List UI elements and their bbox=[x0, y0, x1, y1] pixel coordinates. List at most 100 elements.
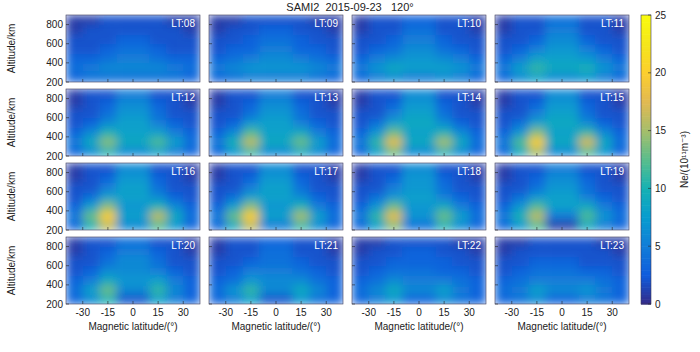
cell bbox=[436, 146, 453, 156]
x-tick bbox=[183, 153, 184, 156]
y-tick bbox=[209, 62, 212, 63]
cell bbox=[453, 220, 470, 230]
cell bbox=[512, 256, 529, 266]
cell bbox=[276, 275, 293, 285]
cell bbox=[259, 247, 276, 257]
cell bbox=[469, 220, 486, 230]
cell bbox=[209, 63, 226, 73]
x-tick-label: -15 bbox=[387, 307, 402, 318]
cell bbox=[545, 53, 562, 63]
cell bbox=[419, 127, 436, 137]
cell bbox=[209, 44, 226, 54]
cell bbox=[167, 275, 184, 285]
cell bbox=[116, 25, 133, 35]
cell bbox=[66, 127, 83, 137]
cell bbox=[596, 192, 613, 202]
cell bbox=[386, 182, 403, 192]
y-tick bbox=[352, 230, 355, 231]
cell bbox=[66, 247, 83, 257]
cell bbox=[419, 266, 436, 276]
cell bbox=[545, 34, 562, 44]
cell bbox=[612, 256, 629, 266]
cell bbox=[243, 285, 260, 295]
cell bbox=[512, 201, 529, 211]
cell bbox=[579, 44, 596, 54]
cell bbox=[512, 15, 529, 25]
cell bbox=[495, 146, 512, 156]
cell bbox=[83, 108, 100, 118]
cell bbox=[612, 108, 629, 118]
cell bbox=[529, 118, 546, 128]
cell bbox=[116, 285, 133, 295]
cell bbox=[562, 137, 579, 147]
cell bbox=[453, 127, 470, 137]
cell bbox=[529, 256, 546, 266]
cell bbox=[243, 15, 260, 25]
cell bbox=[243, 163, 260, 173]
cells bbox=[352, 237, 486, 304]
x-tick bbox=[469, 79, 470, 82]
cell bbox=[596, 44, 613, 54]
cell bbox=[453, 108, 470, 118]
cell bbox=[495, 163, 512, 173]
cell bbox=[243, 146, 260, 156]
cell bbox=[369, 44, 386, 54]
y-tick-label: 800 bbox=[46, 167, 63, 178]
cell bbox=[150, 72, 167, 82]
cell bbox=[326, 266, 343, 276]
cell bbox=[545, 211, 562, 221]
cell bbox=[562, 247, 579, 257]
panel-label: LT:10 bbox=[457, 18, 481, 29]
cells bbox=[352, 89, 486, 156]
cell bbox=[293, 72, 310, 82]
cell bbox=[276, 99, 293, 109]
cell bbox=[326, 182, 343, 192]
cell bbox=[402, 34, 419, 44]
cell bbox=[562, 201, 579, 211]
cell bbox=[183, 34, 200, 44]
cell bbox=[495, 127, 512, 137]
cell bbox=[495, 247, 512, 257]
cell bbox=[402, 294, 419, 304]
cell bbox=[579, 15, 596, 25]
cell bbox=[150, 163, 167, 173]
x-tick bbox=[536, 153, 537, 156]
cell bbox=[562, 173, 579, 183]
cell bbox=[529, 220, 546, 230]
cell bbox=[512, 53, 529, 63]
cell bbox=[209, 266, 226, 276]
x-tick bbox=[511, 153, 512, 156]
cell bbox=[209, 163, 226, 173]
cell bbox=[612, 201, 629, 211]
cell bbox=[369, 118, 386, 128]
cell bbox=[579, 275, 596, 285]
cell bbox=[419, 163, 436, 173]
cell bbox=[596, 294, 613, 304]
y-tick bbox=[209, 136, 212, 137]
cell bbox=[116, 127, 133, 137]
panel bbox=[209, 15, 343, 82]
x-tick bbox=[536, 79, 537, 82]
x-tick bbox=[469, 227, 470, 230]
cell bbox=[293, 192, 310, 202]
cell bbox=[100, 266, 117, 276]
frame bbox=[352, 15, 486, 82]
cell bbox=[133, 15, 150, 25]
cell bbox=[326, 127, 343, 137]
cell bbox=[150, 182, 167, 192]
cell bbox=[150, 220, 167, 230]
cell bbox=[495, 25, 512, 35]
cell bbox=[495, 294, 512, 304]
cell bbox=[116, 137, 133, 147]
x-tick bbox=[469, 153, 470, 156]
y-axis-label: Altitude/km bbox=[6, 98, 17, 147]
cell bbox=[529, 285, 546, 295]
cell bbox=[596, 108, 613, 118]
cell bbox=[66, 44, 83, 54]
panel bbox=[209, 89, 343, 156]
cell bbox=[276, 44, 293, 54]
cells bbox=[66, 163, 200, 230]
cell bbox=[83, 266, 100, 276]
cell bbox=[369, 72, 386, 82]
x-tick bbox=[301, 227, 302, 230]
